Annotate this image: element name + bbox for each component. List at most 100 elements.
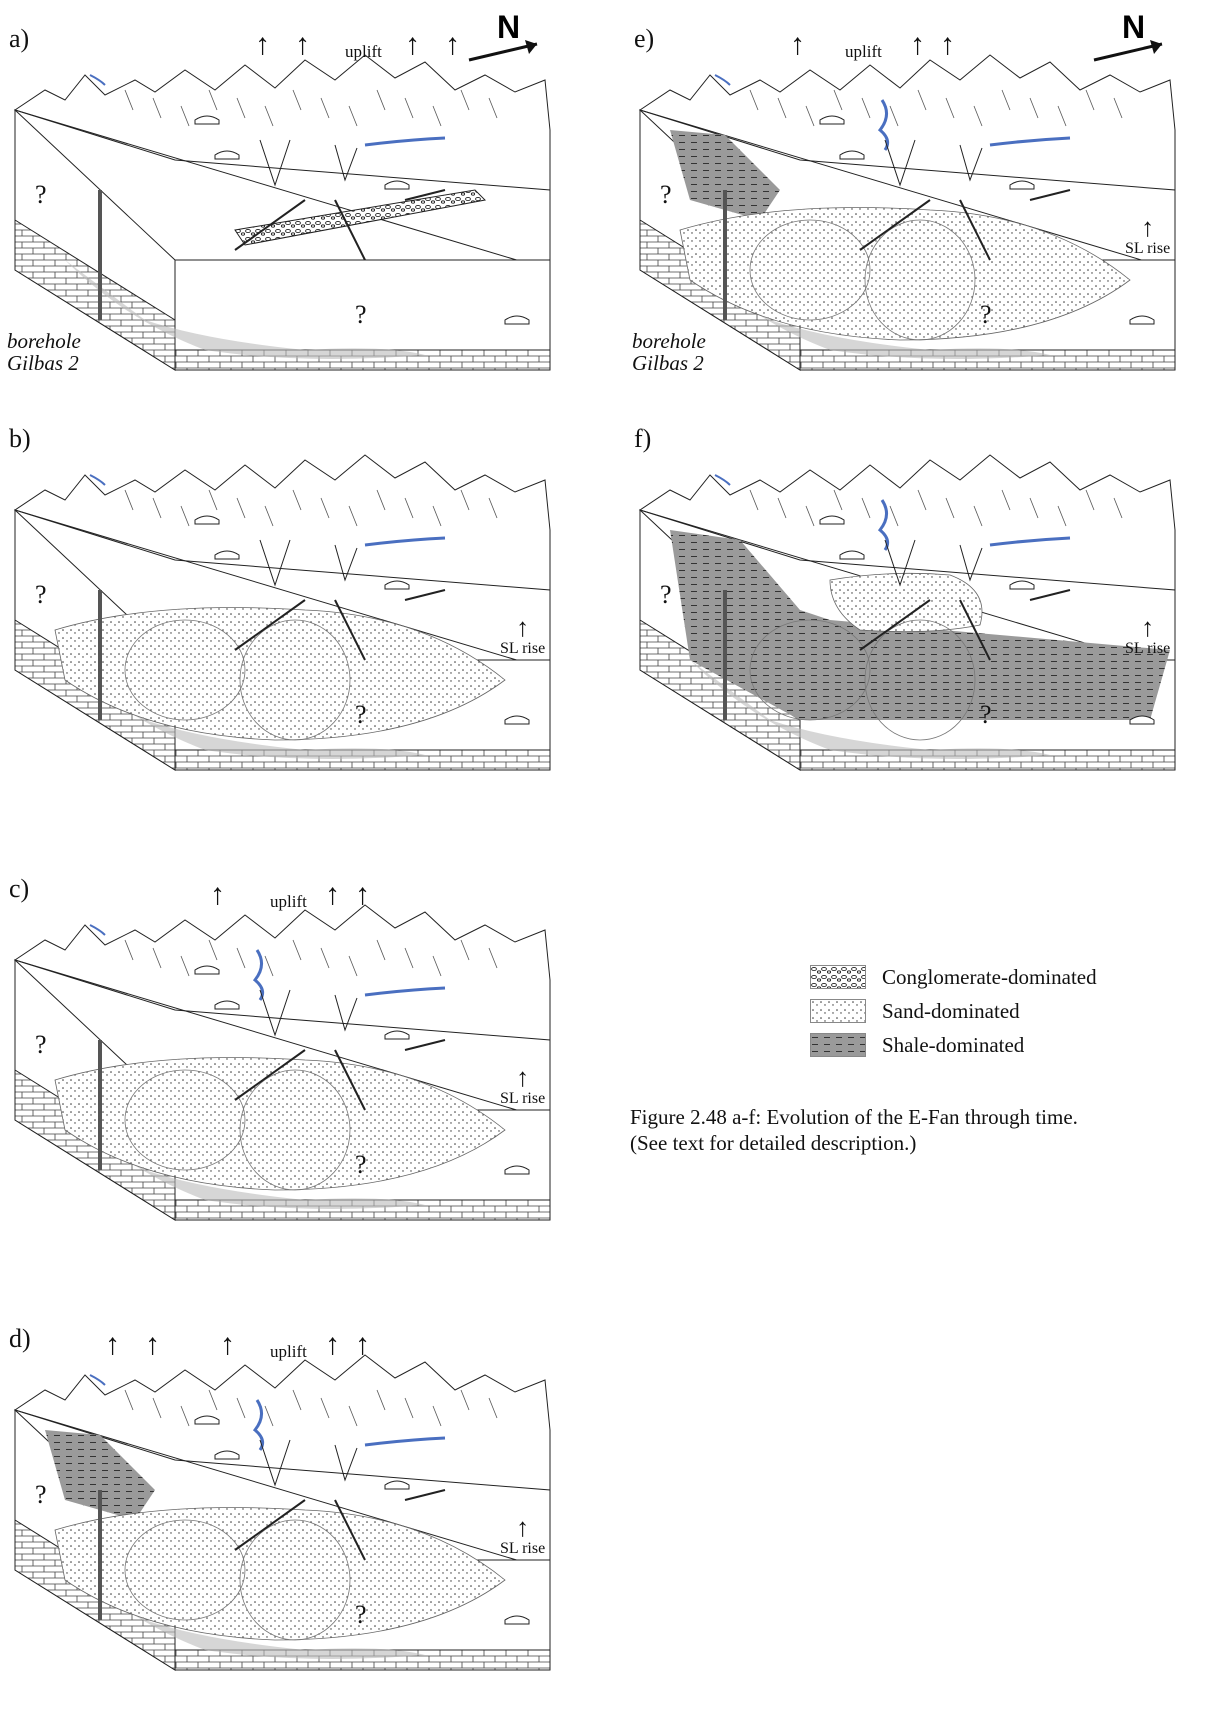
reef-icon [504,1165,530,1175]
feeder-canyon [259,989,291,1037]
slope-hatch [320,497,330,519]
slope-hatch [292,489,302,511]
legend-label: Conglomerate-dominated [882,964,1097,989]
fan-lobe [124,1519,246,1621]
question-mark: ? [35,580,47,609]
slope-hatch [777,497,787,519]
slope-hatch [861,97,871,119]
block-diagram [638,454,1176,771]
slope-hatch [124,89,134,111]
feeder-canyon [884,139,916,187]
uplift-arrow-icon: ↑ [790,28,805,61]
feeder-canyon [334,144,358,182]
flow-arrow [859,199,931,251]
fan-lobe [749,219,871,321]
fan-lobe [864,619,976,741]
slope-hatch [348,955,358,977]
slope-hatch [236,1397,246,1419]
slope-hatch [488,97,498,119]
slope-hatch [945,97,955,119]
uplift-arrow-icon: ↑ [325,1328,340,1361]
borehole-label-line: borehole [632,329,706,353]
river [89,1374,106,1386]
sea-level-rise-indicator: ↑ SL rise [1125,613,1171,657]
river [364,136,446,147]
reef-icon [214,150,240,160]
slope-hatch [152,947,162,969]
river [714,474,731,486]
slope-hatch [264,505,274,527]
slope-hatch [292,89,302,111]
uplift-arrow-icon: ↑ [445,28,460,61]
svg-text:N: N [497,9,520,45]
slope-hatch [208,1389,218,1411]
uplift-arrow-icon: ↑ [940,28,955,61]
uplift-arrow-icon: ↑ [910,28,925,61]
caption-line-1: Figure 2.48 a-f: Evolution of the E-Fan … [630,1105,1078,1129]
slope-hatch [320,1397,330,1419]
flow-arrow [234,1499,306,1551]
panel-f: f) ↑ SL rise?? [630,420,1225,820]
river [364,986,446,997]
borehole-label: borehole Gilbas 2 [7,330,81,374]
question-mark: ? [35,180,47,209]
uplift-arrow-icon: ↑ [145,1328,160,1361]
sand-fan [679,207,1131,341]
caption-line-2: (See text for detailed description.) [630,1131,917,1156]
feeder-canyon [259,1439,291,1487]
river [89,474,106,486]
slope-hatch [152,1397,162,1419]
panel-label: d) [9,1324,31,1353]
slope-hatch [1057,105,1067,127]
legend: Conglomerate-dominated Sand-dominated Sh… [810,960,1097,1062]
slope-hatch [152,497,162,519]
slope-hatch [348,505,358,527]
slope-hatch [320,947,330,969]
flow-arrow [959,599,991,661]
reef-icon [1009,580,1035,590]
slope-hatch [124,489,134,511]
river [714,74,731,86]
slope-hatch [180,955,190,977]
slope-hatch [348,105,358,127]
slope-hatch [180,505,190,527]
slope-hatch [749,89,759,111]
sl-rise-label: SL rise [1125,240,1171,257]
slope-hatch [973,505,983,527]
reef-icon [384,180,410,190]
panel-b: b) ↑ SL rise?? [5,420,605,820]
flow-arrow [234,599,306,651]
uplift-label: uplift [345,42,382,61]
block-diagram [13,904,551,1221]
panel-label: b) [9,424,31,453]
slope-hatch [861,497,871,519]
feeder-canyon [334,994,358,1032]
legend-item-shale: Shale-dominated [810,1028,1097,1062]
slope-hatch [777,97,787,119]
question-mark: ? [980,300,992,329]
reef-icon [1129,315,1155,325]
slope-hatch [376,489,386,511]
river [252,949,265,1001]
reef-icon [384,580,410,590]
slope-hatch [805,505,815,527]
panel-label: c) [9,874,30,903]
slope-hatch [1113,97,1123,119]
slope-hatch [1057,505,1067,527]
block-diagram [13,1354,551,1671]
uplift-arrow-icon: ↑ [355,1328,370,1361]
shale-swatch [810,1033,866,1057]
slope-hatch [264,105,274,127]
slope-hatch [460,89,470,111]
slope-hatch [917,489,927,511]
slope-hatch [1085,89,1095,111]
slope-hatch [320,97,330,119]
conglomerate-channel [234,189,487,246]
slope-hatch [404,947,414,969]
question-mark: ? [35,1030,47,1059]
svg-text:N: N [1122,9,1145,45]
slope-hatch [404,97,414,119]
panel-d: d) ↑ ↑ ↑ ↑ ↑ uplift ↑ SL rise?? [5,1320,605,1720]
panel-c: c) ↑ ↑ ↑ uplift ↑ SL rise?? [5,870,605,1270]
uplift-arrow-icon: ↑ [355,878,370,911]
